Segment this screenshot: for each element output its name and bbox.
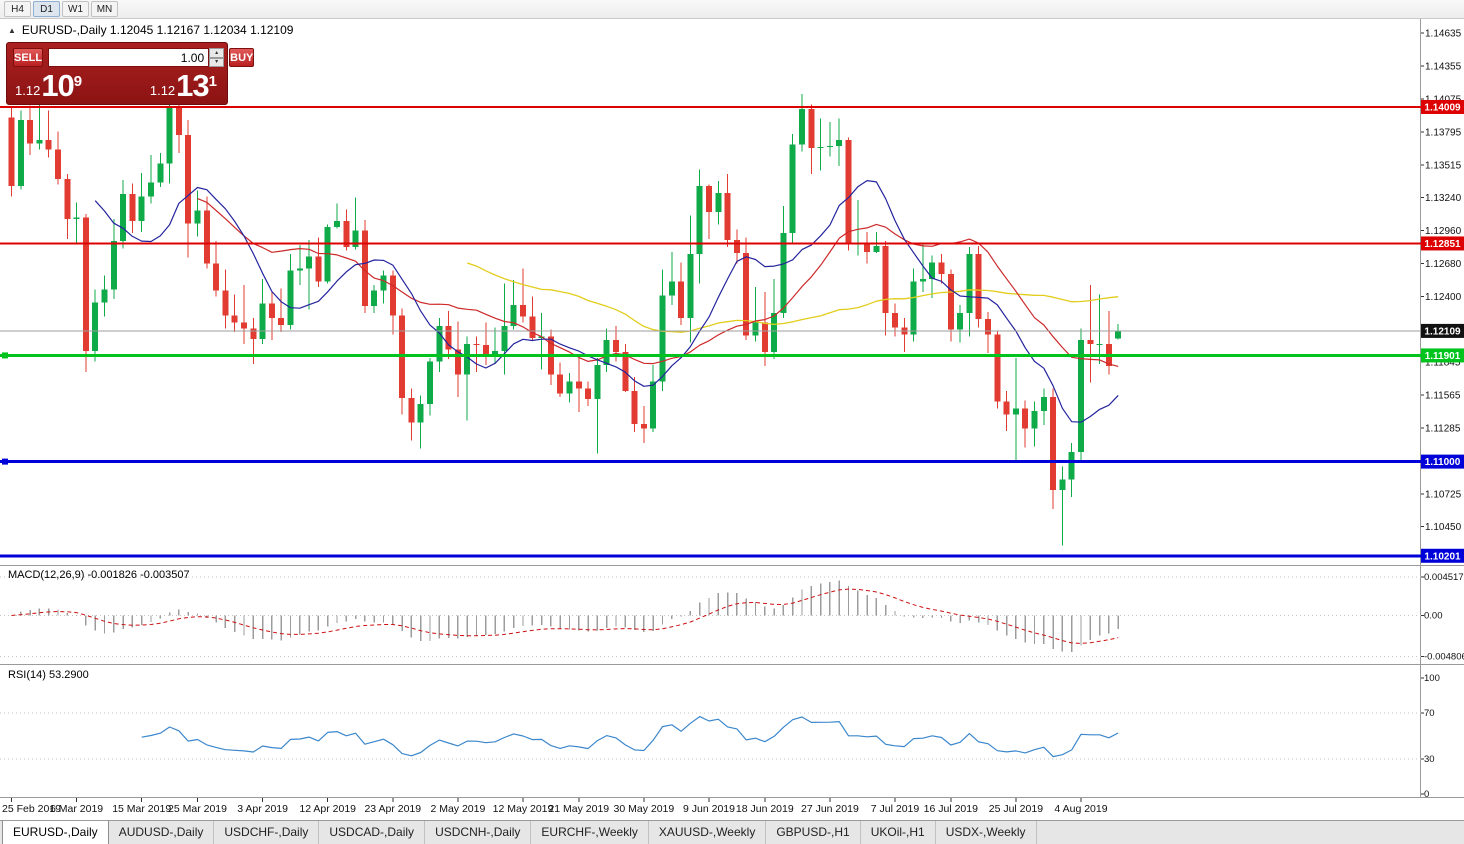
svg-text:1.14635: 1.14635 — [1425, 29, 1462, 40]
svg-text:1.11285: 1.11285 — [1425, 424, 1461, 435]
buy-price-main: 13 — [176, 68, 209, 103]
macd-panel: 0.004517 0.00 -0.004806 — [0, 572, 1464, 662]
rsi-panel: 100 70 30 0 — [0, 673, 1440, 800]
svg-text:6 Mar 2019: 6 Mar 2019 — [50, 803, 103, 815]
svg-text:0.00: 0.00 — [1424, 611, 1443, 622]
svg-text:1.14009: 1.14009 — [1424, 102, 1461, 113]
svg-text:9 Jun 2019: 9 Jun 2019 — [683, 803, 735, 815]
ohlc-text: EURUSD-,Daily 1.12045 1.12167 1.12034 1.… — [21, 23, 294, 37]
sell-price-prefix: 1.12 — [15, 83, 41, 98]
horizontal-level-lines[interactable]: 1.14009 1.12851 1.11901 1.11000 1.10201 — [0, 99, 1464, 563]
lot-increase-button[interactable]: ▴ — [209, 48, 225, 58]
sell-price-pip: 9 — [73, 73, 83, 90]
svg-text:16 Jul 2019: 16 Jul 2019 — [924, 803, 978, 815]
svg-text:27 Jun 2019: 27 Jun 2019 — [801, 803, 859, 815]
one-click-collapse-icon[interactable]: ▲ — [8, 25, 16, 35]
macd-histogram — [20, 580, 1119, 653]
svg-text:15 Mar 2019: 15 Mar 2019 — [112, 803, 171, 815]
lot-size-field: ▴ ▾ — [48, 48, 225, 67]
svg-text:-0.004806: -0.004806 — [1424, 651, 1464, 662]
svg-text:100: 100 — [1424, 673, 1440, 684]
svg-text:1.13240: 1.13240 — [1425, 193, 1462, 204]
svg-text:21 May 2019: 21 May 2019 — [548, 803, 609, 815]
buy-price: 1.12 13 1 — [150, 70, 217, 102]
macd-indicator-label: MACD(12,26,9) -0.001826 -0.003507 — [8, 569, 190, 581]
svg-text:1.12109: 1.12109 — [1424, 326, 1461, 337]
lot-decrease-button[interactable]: ▾ — [209, 57, 225, 67]
lot-size-spinner: ▴ ▾ — [209, 48, 225, 67]
buy-price-pip: 1 — [208, 73, 217, 90]
current-price: 1.12109 — [0, 323, 1464, 338]
svg-text:25 Jul 2019: 25 Jul 2019 — [989, 803, 1043, 815]
candles — [8, 91, 1122, 546]
buy-button[interactable]: BUY — [229, 48, 255, 67]
svg-text:25 Feb 2019: 25 Feb 2019 — [2, 803, 61, 815]
one-click-trading-panel: SELL ▴ ▾ BUY 1.12 10 9 1.12 13 1 — [6, 42, 255, 105]
svg-text:1.10725: 1.10725 — [1425, 490, 1462, 501]
timeframe-w1-button[interactable]: W1 — [62, 1, 89, 17]
buy-price-prefix: 1.12 — [149, 83, 176, 98]
svg-text:18 Jun 2019: 18 Jun 2019 — [736, 803, 794, 815]
svg-text:2 May 2019: 2 May 2019 — [430, 803, 485, 815]
tab-usdcnh-daily[interactable]: USDCNH-,Daily — [425, 821, 532, 844]
tab-eurusd-daily[interactable]: EURUSD-,Daily — [2, 821, 109, 844]
chart-tabbar: EURUSD-,Daily AUDUSD-,Daily USDCHF-,Dail… — [0, 820, 1464, 844]
tab-xauusd-weekly[interactable]: XAUUSD-,Weekly — [649, 821, 767, 844]
moving-average-lines — [94, 180, 1119, 423]
timeframe-mn-button[interactable]: MN — [91, 1, 118, 17]
svg-text:30 May 2019: 30 May 2019 — [614, 803, 675, 815]
svg-text:1.12400: 1.12400 — [1425, 292, 1462, 303]
tab-usdcad-daily[interactable]: USDCAD-,Daily — [319, 821, 426, 844]
svg-text:1.13515: 1.13515 — [1425, 161, 1462, 172]
svg-text:12 Apr 2019: 12 Apr 2019 — [299, 803, 356, 815]
sell-button[interactable]: SELL — [13, 48, 44, 67]
svg-text:30: 30 — [1424, 754, 1435, 765]
svg-text:25 Mar 2019: 25 Mar 2019 — [168, 803, 227, 815]
tab-ukoil-h1[interactable]: UKOil-,H1 — [861, 821, 936, 844]
svg-text:1.11845: 1.11845 — [1425, 358, 1461, 369]
svg-text:70: 70 — [1424, 708, 1435, 719]
tab-gbpusd-h1[interactable]: GBPUSD-,H1 — [766, 821, 861, 844]
svg-text:1.11901: 1.11901 — [1425, 351, 1461, 362]
tab-eurchf-weekly[interactable]: EURCHF-,Weekly — [531, 821, 649, 844]
timeframe-d1-button[interactable]: D1 — [33, 1, 60, 17]
svg-text:1.12960: 1.12960 — [1425, 226, 1462, 237]
svg-text:1.11000: 1.11000 — [1425, 457, 1461, 468]
lot-size-input[interactable] — [48, 48, 210, 67]
svg-text:4 Aug 2019: 4 Aug 2019 — [1054, 803, 1107, 815]
chart-ohlc-title: ▲ EURUSD-,Daily 1.12045 1.12167 1.12034 … — [8, 23, 293, 37]
svg-text:7 Jul 2019: 7 Jul 2019 — [871, 803, 920, 815]
svg-text:1.10201: 1.10201 — [1424, 551, 1461, 562]
sell-price: 1.12 10 9 — [15, 70, 82, 102]
svg-text:1.12680: 1.12680 — [1425, 259, 1462, 270]
timeframe-toolbar: H4 D1 W1 MN — [0, 0, 1464, 19]
svg-text:1.13795: 1.13795 — [1425, 128, 1462, 139]
panel-borders — [0, 19, 1464, 798]
tab-audusd-daily[interactable]: AUDUSD-,Daily — [109, 821, 215, 844]
chart-background — [0, 19, 1464, 820]
svg-text:1.12851: 1.12851 — [1424, 239, 1461, 250]
svg-text:3 Apr 2019: 3 Apr 2019 — [237, 803, 288, 815]
svg-text:1.11565: 1.11565 — [1425, 391, 1461, 402]
tab-usdx-weekly[interactable]: USDX-,Weekly — [936, 821, 1037, 844]
svg-text:0.004517: 0.004517 — [1424, 572, 1464, 583]
svg-text:23 Apr 2019: 23 Apr 2019 — [364, 803, 421, 815]
svg-text:12 May 2019: 12 May 2019 — [493, 803, 554, 815]
rsi-indicator-label: RSI(14) 53.2900 — [8, 669, 89, 681]
sell-price-main: 10 — [41, 68, 74, 103]
tab-usdchf-daily[interactable]: USDCHF-,Daily — [214, 821, 320, 844]
svg-text:1.10450: 1.10450 — [1425, 522, 1462, 533]
timeframe-h4-button[interactable]: H4 — [4, 1, 31, 17]
svg-text:0: 0 — [1424, 789, 1429, 800]
svg-text:1.14355: 1.14355 — [1425, 62, 1462, 73]
